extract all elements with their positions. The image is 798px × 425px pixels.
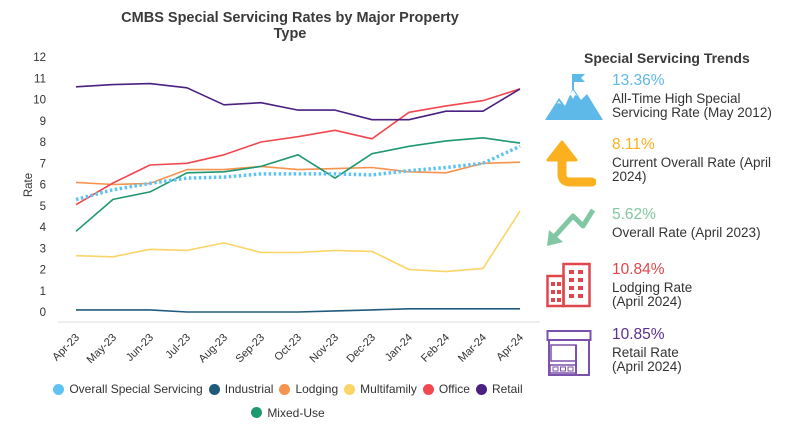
legend-dot [208,383,220,395]
legend-label: Office [438,382,470,396]
hotel-building-icon [546,262,591,308]
legend-dot [344,383,356,395]
legend-dot [422,383,434,395]
series-line-mixed-use [75,137,521,232]
x-tick-label: Oct-23 [272,332,304,364]
series-line-multifamily [75,210,521,273]
x-tick-label: Feb-24 [419,332,452,365]
stat-value: 8.11% [612,136,655,153]
x-tick-label: Apr-23 [50,332,82,364]
legend-dot [279,383,291,395]
stat-value: 10.85% [612,326,665,343]
trend-down-arrow-icon [547,208,595,246]
legend-item: Lodging [279,378,338,400]
stat-lodging: 10.84% Lodging Rate (April 2024) [612,262,722,309]
y-tick-label: 11 [34,73,46,85]
x-tick-label: Apr-24 [494,332,526,364]
legend-label: Retail [491,382,523,396]
stat-value: 10.84% [612,261,665,278]
stat-current-overall: 8.11% Current Overall Rate (April 2024) [612,137,798,184]
stat-label: Current Overall Rate (April 2024) [612,155,772,184]
chart-title: CMBS Special Servicing Rates by Major Pr… [121,10,459,42]
x-tick-label: Mar-24 [456,332,489,365]
mountain-flag-icon [545,74,603,120]
x-tick-label: Aug-23 [197,332,231,366]
y-tick-label: 7 [40,158,46,170]
arrow-up-turn-icon [546,140,596,187]
stat-overall-2023: 5.62% Overall Rate (April 2023) [612,207,798,240]
series-line-industrial [76,307,520,313]
y-tick-label: 4 [40,222,47,234]
series-line-retail [75,82,521,121]
series-lines [75,82,521,313]
y-tick-label: 1 [40,286,46,298]
legend: Overall Special Servicing Industrial Lodgi… [38,378,538,425]
stat-value: 13.36% [612,72,665,89]
legend-item: Office [422,378,470,400]
series-line-overall-special-servicing [75,144,521,202]
x-tick-label: Jun-23 [124,332,156,364]
legend-label: Industrial [224,382,274,396]
x-tick-label: May-23 [85,332,119,366]
y-tick-label: 5 [40,201,46,213]
legend-label: Overall Special Servicing [69,382,203,396]
y-tick-label: 0 [40,307,46,319]
legend-dot [475,383,487,395]
panel-title: Special Servicing Trends [584,50,750,66]
x-tick-label: Sep-23 [234,332,268,366]
y-tick-label: 2 [40,265,46,277]
y-tick-label: 8 [40,137,46,149]
x-tick-label: Jan-24 [383,332,415,364]
legend-label: Multifamily [360,382,417,396]
legend-item: Overall Special Servicing [53,378,203,400]
y-tick-label: 9 [40,116,46,128]
legend-item: Multifamily [344,378,417,400]
x-axis-ticks: Apr-23 May-23 Jun-23 Jul-23 Aug-23 Sep-23 Oct-… [50,332,526,366]
stat-label: Overall Rate (April 2023) [612,225,761,240]
stat-all-time-high: 13.36% All-Time High Special Servicing R… [612,73,798,120]
y-tick-label: 10 [33,95,46,107]
y-tick-label: 12 [33,52,46,64]
legend-item: Industrial [208,378,274,400]
stat-label: Lodging Rate (April 2024) [612,280,693,309]
legend-label: Lodging [295,382,339,396]
stat-label: All-Time High Special Servicing Rate (Ma… [612,91,772,120]
series-line-office [75,88,521,206]
storefront-icon [546,330,592,376]
legend-dot [53,383,65,395]
stat-label: Retail Rate (April 2024) [612,345,682,374]
y-tick-label: 6 [40,180,46,192]
x-tick-label: Dec-23 [345,332,379,366]
x-tick-label: Jul-23 [163,332,193,362]
y-axis-label: Rate [23,173,35,197]
stat-retail: 10.85% Retail Rate (April 2024) [612,327,712,374]
legend-item: Retail [475,378,523,400]
stat-value: 5.62% [612,206,656,223]
x-tick-label: Nov-23 [308,332,342,366]
y-tick-label: 3 [40,243,46,255]
